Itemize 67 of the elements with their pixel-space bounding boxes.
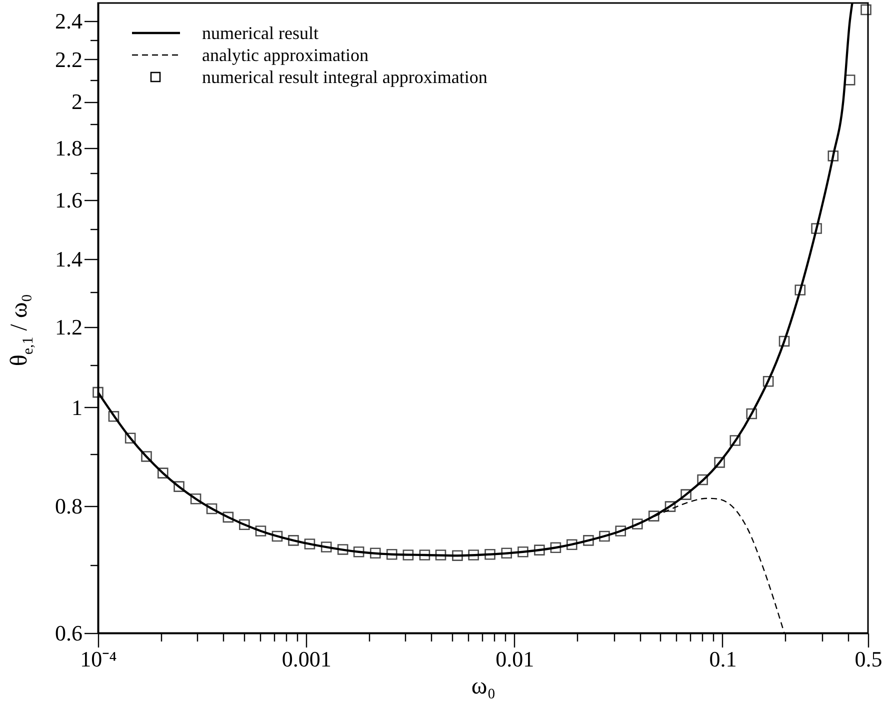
point bbox=[288, 535, 299, 546]
point bbox=[615, 526, 626, 536]
point bbox=[828, 150, 839, 162]
y-tick-label: 2.2 bbox=[55, 46, 82, 72]
point bbox=[697, 474, 708, 486]
point bbox=[239, 519, 250, 530]
legend-label: numerical result bbox=[202, 22, 318, 44]
x-tick-label: 0.1 bbox=[709, 646, 737, 672]
legend-label: numerical result integral approximation bbox=[202, 66, 488, 88]
x-tick-label: 0.01 bbox=[496, 646, 534, 672]
y-tick-label: 1.4 bbox=[55, 246, 82, 272]
point bbox=[419, 550, 430, 560]
y-tick-label: 0.8 bbox=[55, 494, 82, 519]
point bbox=[860, 4, 872, 16]
point bbox=[222, 512, 234, 523]
point bbox=[304, 538, 316, 550]
point bbox=[714, 457, 725, 468]
point bbox=[632, 518, 643, 530]
x-tick-label: 0.001 bbox=[282, 646, 332, 672]
point bbox=[141, 451, 152, 462]
point bbox=[206, 503, 218, 514]
point bbox=[680, 489, 692, 500]
point bbox=[174, 481, 184, 492]
point bbox=[108, 411, 120, 422]
point bbox=[664, 501, 676, 512]
point bbox=[534, 544, 545, 556]
y-tick-label: 0.6 bbox=[55, 620, 82, 646]
point bbox=[370, 548, 381, 559]
point bbox=[272, 530, 283, 542]
point bbox=[452, 550, 463, 561]
point bbox=[92, 386, 104, 398]
point bbox=[746, 408, 758, 420]
point bbox=[844, 74, 856, 86]
point bbox=[794, 284, 806, 296]
y-tick-label: 1.8 bbox=[55, 136, 82, 161]
point bbox=[435, 550, 446, 560]
legend-label: analytic approximation bbox=[202, 44, 368, 66]
x-tick-label: 0.5 bbox=[854, 646, 882, 672]
point bbox=[353, 546, 364, 558]
point bbox=[550, 542, 562, 554]
point bbox=[320, 542, 332, 552]
point bbox=[386, 548, 398, 560]
point bbox=[599, 530, 610, 542]
y-tick-label: 1.6 bbox=[55, 188, 82, 213]
point bbox=[648, 510, 660, 522]
point bbox=[518, 546, 528, 558]
point bbox=[337, 544, 348, 555]
point bbox=[190, 493, 202, 504]
y-tick-label: 2.4 bbox=[55, 8, 82, 34]
point bbox=[730, 435, 741, 446]
point bbox=[778, 336, 790, 347]
y-tick-label: 2 bbox=[72, 89, 82, 114]
point bbox=[566, 539, 578, 550]
y-tick-label: 1 bbox=[72, 394, 82, 420]
point bbox=[762, 376, 774, 387]
point bbox=[811, 223, 822, 234]
x-axis-title: ω₀ bbox=[471, 674, 496, 700]
point bbox=[158, 468, 168, 478]
point bbox=[484, 548, 496, 560]
x-tick-label: 10⁻⁴ bbox=[80, 646, 118, 672]
point bbox=[468, 550, 479, 560]
point bbox=[402, 550, 414, 560]
point bbox=[255, 526, 266, 536]
point bbox=[583, 535, 594, 546]
point bbox=[124, 432, 136, 444]
y-tick-label: 1.2 bbox=[55, 314, 82, 340]
point bbox=[501, 548, 512, 559]
